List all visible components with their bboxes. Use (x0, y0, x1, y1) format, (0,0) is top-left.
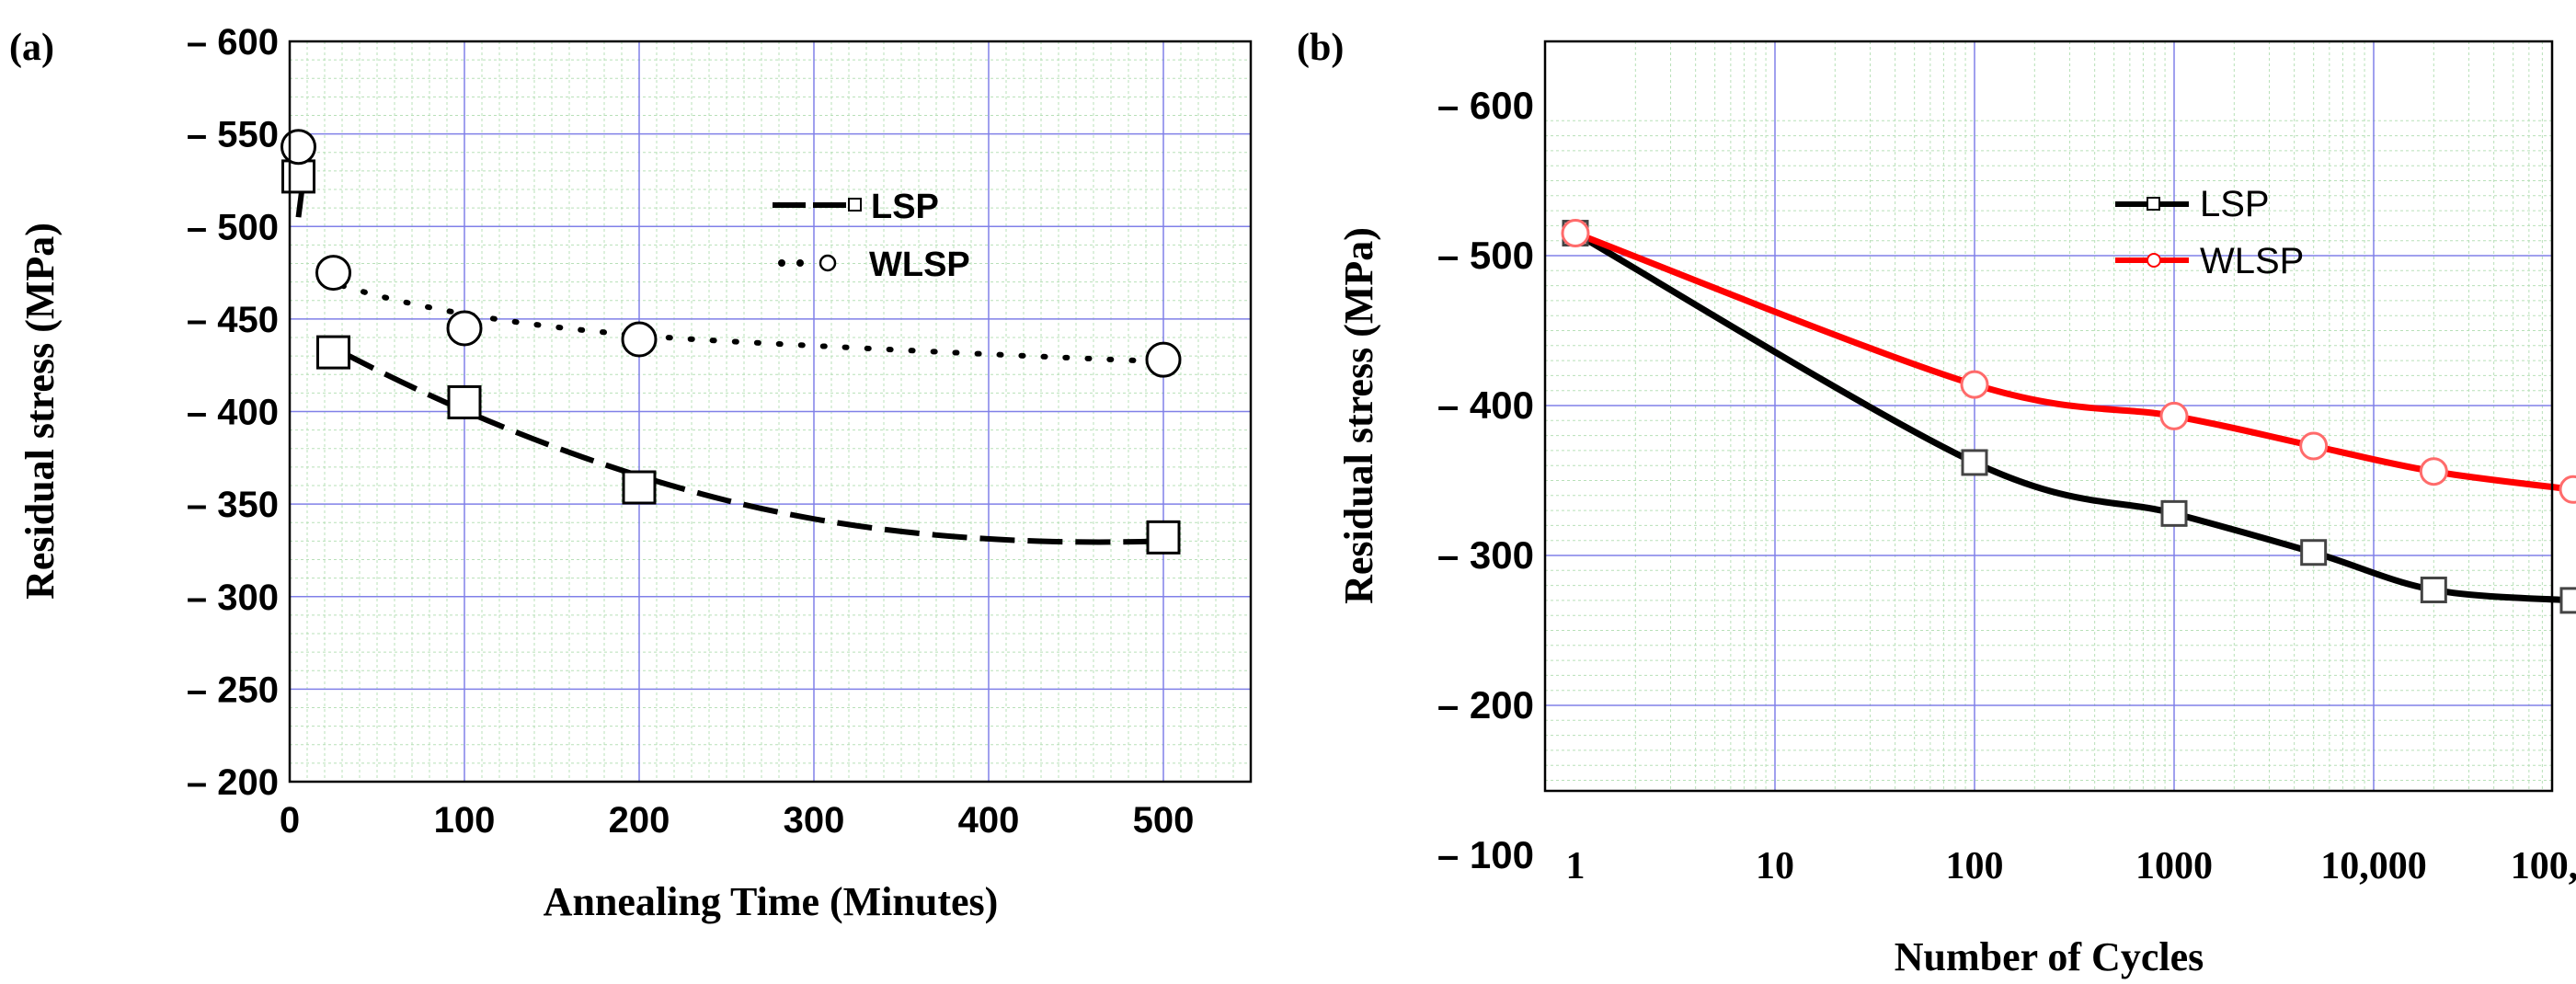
legend-lsp-square-marker (2147, 197, 2160, 211)
legend-wlsp-label: WLSP (869, 246, 970, 284)
x-tick-label: 100 (1946, 845, 2004, 887)
legend-lsp-label: LSP (2200, 184, 2270, 224)
x-tick-label: 1000 (2135, 845, 2213, 887)
x-tick-label: 1 (1566, 845, 1586, 887)
y-tick-label: – 200 (187, 762, 279, 803)
lsp-fit-line (340, 349, 1164, 545)
panel-a-plot-frame (288, 40, 1253, 784)
legend-lsp-label: LSP (871, 188, 939, 226)
wlsp-data-point (1561, 219, 1590, 248)
x-tick-label: 10 (1756, 845, 1794, 887)
legend-wlsp-circle-marker (2147, 253, 2161, 268)
y-tick-label: – 550 (187, 115, 279, 155)
panel-b-y-axis-label: Residual stress (MPa) (1336, 227, 1381, 604)
lsp-data-point (281, 159, 315, 194)
panel-a: (a) – 200– 250– 300– 350– 400– 450– 500–… (9, 22, 1253, 924)
panel-b-plot-frame (1543, 40, 2554, 793)
y-tick-label: – 400 (187, 393, 279, 433)
y-tick-label: – 600 (1437, 84, 1534, 127)
lsp-data-point (2300, 539, 2328, 566)
y-tick-label: – 100 (1437, 833, 1534, 876)
lsp-data-point (622, 470, 657, 505)
x-tick-label: 10,000 (2320, 845, 2427, 887)
y-tick-label: – 350 (187, 485, 279, 525)
y-tick-label: – 400 (1437, 383, 1534, 427)
panel-a-y-axis-label: Residual stress (MPa) (17, 223, 63, 600)
x-tick-label: 200 (609, 800, 670, 841)
legend-wlsp-label: WLSP (2200, 241, 2304, 281)
panel-a-markers (280, 129, 1182, 555)
y-tick-label: – 300 (1437, 533, 1534, 577)
lsp-fit-segment (295, 189, 305, 218)
legend-wlsp-dot (796, 259, 804, 267)
wlsp-data-point (1960, 370, 1989, 399)
panel-a-y-tick-labels: – 200 – 250 – 300 – 350 – 400 – 450 – 500 – 550… (187, 22, 279, 803)
panel-a-grid (290, 41, 1252, 782)
y-tick-label: – 500 (1437, 234, 1534, 277)
panel-b-curves (1574, 230, 2574, 604)
x-tick-label: 100,000 (2511, 845, 2576, 887)
x-tick-label: 400 (958, 800, 1020, 841)
legend-wlsp-dot (778, 259, 785, 267)
x-tick-label: 300 (784, 800, 845, 841)
x-tick-label: 0 (280, 800, 300, 841)
wlsp-data-point (2419, 457, 2448, 486)
lsp-data-point (1961, 449, 1988, 476)
panel-b-label: (b) (1297, 27, 1344, 69)
lsp-data-point (2420, 576, 2447, 603)
panel-a-fit-lines (295, 189, 1166, 545)
lsp-data-point (447, 384, 482, 419)
lsp-data-point (316, 335, 350, 370)
lsp-data-point (2160, 499, 2188, 527)
y-tick-label: – 250 (187, 669, 279, 710)
lsp-data-point (2559, 587, 2576, 614)
lsp-data-point (1146, 520, 1181, 555)
panel-a-label: (a) (9, 27, 54, 69)
panel-a-x-tick-labels: 0 100 200 300 400 500 (280, 800, 1195, 841)
panel-b-x-axis-label: Number of Cycles (1895, 934, 2204, 979)
x-tick-label: 500 (1133, 800, 1195, 841)
y-tick-label: – 450 (187, 300, 279, 340)
panel-b-legend: LSP WLSP (2115, 184, 2304, 281)
wlsp-data-point (621, 321, 658, 358)
panel-a-x-axis-label: Annealing Time (Minutes) (544, 879, 999, 924)
wlsp-data-point (446, 310, 483, 347)
panel-b-markers (1561, 219, 2576, 614)
panel-b-y-tick-labels: – 100 – 200 – 300 – 400 – 500 – 600 (1437, 84, 1534, 876)
wlsp-curve (1574, 230, 2574, 493)
panel-b: (b) – 100 – 200 – 300 – 400 – 500 – 600 1 10 10… (1297, 27, 2576, 979)
y-tick-label: – 200 (1437, 683, 1534, 727)
legend-wlsp-circle-marker (819, 254, 837, 272)
y-tick-label: – 500 (187, 207, 279, 247)
legend-lsp-square-marker (848, 198, 862, 212)
panel-b-grid (1545, 41, 2552, 791)
wlsp-data-point (280, 129, 316, 166)
x-tick-label: 100 (434, 800, 496, 841)
wlsp-data-point (2159, 401, 2189, 430)
lsp-curve (1574, 230, 2574, 604)
wlsp-data-point (2559, 475, 2576, 504)
panel-b-x-tick-labels: 1 10 100 1000 10,000 100,000 (1566, 845, 2576, 887)
y-tick-label: – 300 (187, 578, 279, 618)
wlsp-data-point (1145, 341, 1182, 378)
wlsp-data-point (2299, 431, 2329, 461)
wlsp-data-point (315, 255, 351, 292)
y-tick-label: – 600 (187, 22, 279, 63)
panel-a-legend: LSP WLSP (773, 188, 970, 284)
